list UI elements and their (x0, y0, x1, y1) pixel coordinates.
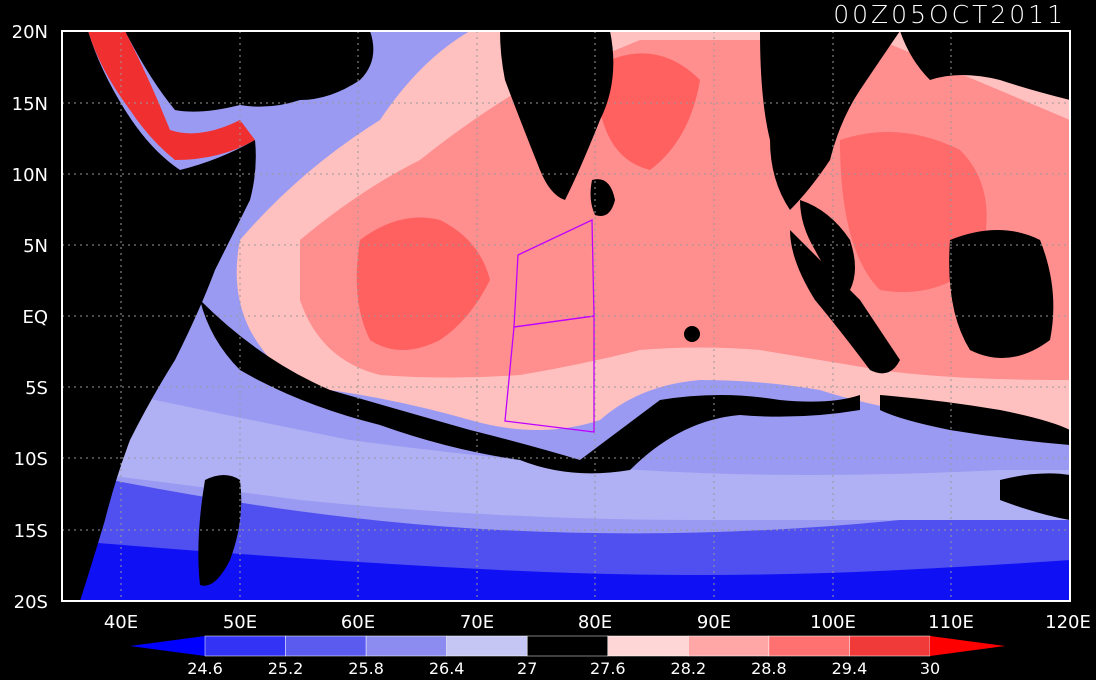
colorbar-label: 25.8 (348, 659, 384, 678)
lon-label: 80E (578, 612, 612, 633)
colorbar-swatch (768, 635, 850, 657)
colorbar-arrow-low (130, 636, 205, 656)
land-australia (1000, 473, 1070, 520)
lon-label: 40E (104, 612, 138, 633)
lat-label: 5S (25, 378, 48, 399)
map-timestamp: 00Z05OCT2011 (833, 0, 1066, 29)
lon-label: 90E (697, 612, 731, 633)
lon-label: 50E (223, 612, 257, 633)
lat-label: 10N (12, 165, 48, 186)
land-malay (800, 200, 855, 290)
colorbar-label: 27.6 (590, 659, 626, 678)
land-island (684, 326, 700, 342)
lon-label: 100E (810, 612, 856, 633)
land-sumatra (790, 230, 900, 374)
warm-pool-mid (300, 40, 1070, 380)
colorbar-label: 30 (920, 659, 940, 678)
colorbar-label: 28.8 (751, 659, 787, 678)
warm-core-west (356, 217, 490, 350)
colorbar-swatch (607, 635, 689, 657)
colorbar-label: 27 (517, 659, 537, 678)
lon-label: 110E (928, 612, 974, 633)
colorbar-label: 24.6 (187, 659, 223, 678)
colorbar-label: 28.2 (671, 659, 707, 678)
lon-label: 120E (1045, 612, 1091, 633)
warm-core-bay (600, 53, 700, 171)
colorbar-swatch (849, 635, 931, 657)
land-southchina (900, 31, 1070, 100)
colorbar-label: 26.4 (429, 659, 465, 678)
colorbar: 24.6 25.2 25.8 26.4 27 27.6 28.2 28.8 29.4 30 (130, 635, 1005, 678)
land-india (500, 31, 614, 200)
lat-label: 20N (12, 22, 48, 43)
colorbar-swatch (526, 635, 609, 657)
land-sri-lanka (590, 179, 615, 216)
colorbar-swatch (285, 635, 367, 657)
lat-labels: 20N 15N 10N 5N EQ 5S 10S 15S 20S (12, 22, 48, 613)
colorbar-label: 25.2 (268, 659, 304, 678)
study-region-south (504, 315, 595, 433)
colorbar-label: 29.4 (832, 659, 868, 678)
colorbar-swatch (365, 635, 447, 657)
lat-label: 15N (12, 94, 48, 115)
red-sea-warm (88, 31, 255, 160)
land-arabia (125, 31, 374, 112)
map-grid (62, 31, 1070, 601)
lat-label: 10S (14, 449, 48, 470)
lat-label: 5N (23, 236, 48, 257)
land-borneo (949, 230, 1054, 358)
lon-label: 70E (460, 612, 494, 633)
colorbar-arrow-high (930, 636, 1005, 656)
study-region (504, 218, 595, 433)
lat-label: EQ (22, 307, 48, 328)
ocean-mild-band (62, 380, 1070, 520)
colorbar-swatch (688, 635, 770, 657)
land-indochina (760, 31, 900, 210)
lat-label: 15S (14, 521, 48, 542)
land-java (880, 395, 1070, 445)
lat-label: 20S (14, 592, 48, 613)
colorbar-swatch (446, 635, 528, 657)
lon-label: 60E (341, 612, 375, 633)
map-frame (61, 30, 1071, 602)
ocean-coldest-band (62, 540, 1070, 601)
lon-labels: 40E 50E 60E 70E 80E 90E 100E 110E 120E (104, 612, 1091, 633)
colorbar-swatch (204, 635, 286, 657)
